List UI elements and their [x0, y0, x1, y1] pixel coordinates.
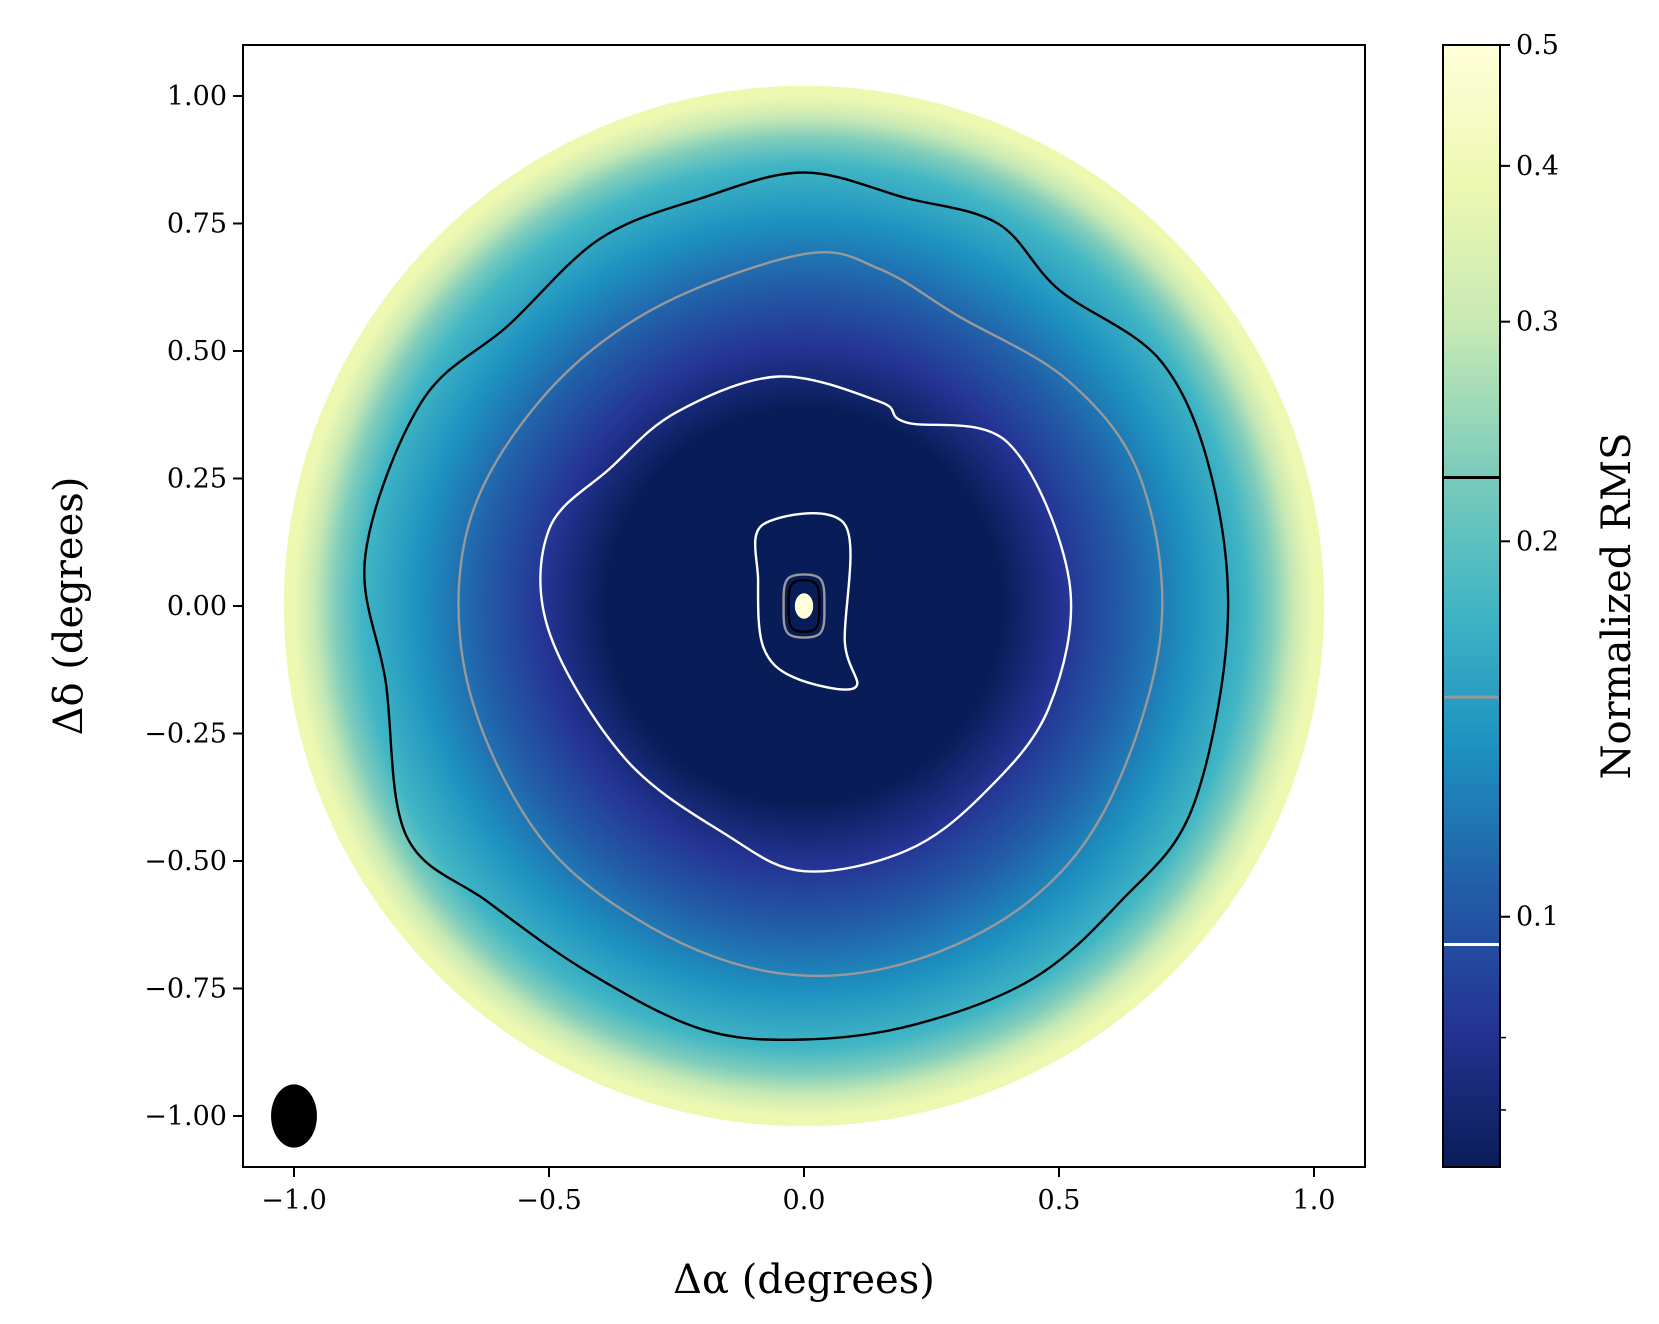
y-tick-label: 0.50: [167, 336, 227, 367]
y-tick-label: 0.75: [167, 209, 227, 240]
colorbar-title: Normalized RMS: [1594, 432, 1640, 779]
x-axis-title: Δα (degrees): [673, 1257, 935, 1303]
contour-line: [363, 171, 1230, 1042]
y-axis-title: Δδ (degrees): [46, 477, 92, 736]
contour-line: [539, 375, 1073, 873]
y-tick-label: 1.00: [167, 81, 227, 112]
x-axis-ticks: −1.0 −0.5 0.0 0.5 1.0: [261, 1167, 1335, 1216]
contour-line: [782, 573, 826, 639]
y-tick-label: 0.25: [167, 464, 227, 495]
x-tick-label: −0.5: [516, 1185, 582, 1216]
y-tick-label: −0.50: [144, 846, 227, 877]
x-tick-label: 0.5: [1038, 1185, 1081, 1216]
heatmap-layer: [271, 85, 1325, 1148]
contour-line: [787, 578, 821, 634]
colorbar-fill: [1443, 45, 1500, 1167]
y-axis-ticks: 1.00 0.75 0.50 0.25 0.00 −0.25 −0.50 −0.75 −1.00: [144, 81, 243, 1132]
y-tick-label: −1.00: [144, 1101, 227, 1132]
contour-line: [457, 250, 1164, 978]
x-tick-label: −1.0: [261, 1185, 327, 1216]
beam-ellipse: [271, 1084, 317, 1148]
x-tick-label: 0.0: [783, 1185, 826, 1216]
colorbar-ticks: 0.1 0.2 0.3 0.4 0.5: [1500, 30, 1559, 1111]
contour-line: [753, 512, 859, 691]
y-tick-label: −0.75: [144, 974, 227, 1005]
y-tick-label: −0.25: [144, 719, 227, 750]
contour-lines: [363, 171, 1230, 1042]
colorbar-tick-label: 0.3: [1516, 307, 1559, 338]
x-tick-label: 1.0: [1293, 1185, 1336, 1216]
colorbar-tick-label: 0.2: [1516, 526, 1559, 557]
colorbar-contour-levels: [1443, 476, 1500, 947]
colorbar-tick-label: 0.1: [1516, 902, 1559, 933]
colorbar: 0.1 0.2 0.3 0.4 0.5 Normalized RMS: [1442, 30, 1640, 1168]
colorbar-frame: [1442, 44, 1501, 1168]
colorbar-tick-label: 0.4: [1516, 151, 1559, 182]
central-source-peak: [794, 593, 814, 619]
y-tick-label: 0.00: [167, 591, 227, 622]
colorbar-tick-label: 0.5: [1516, 30, 1559, 61]
